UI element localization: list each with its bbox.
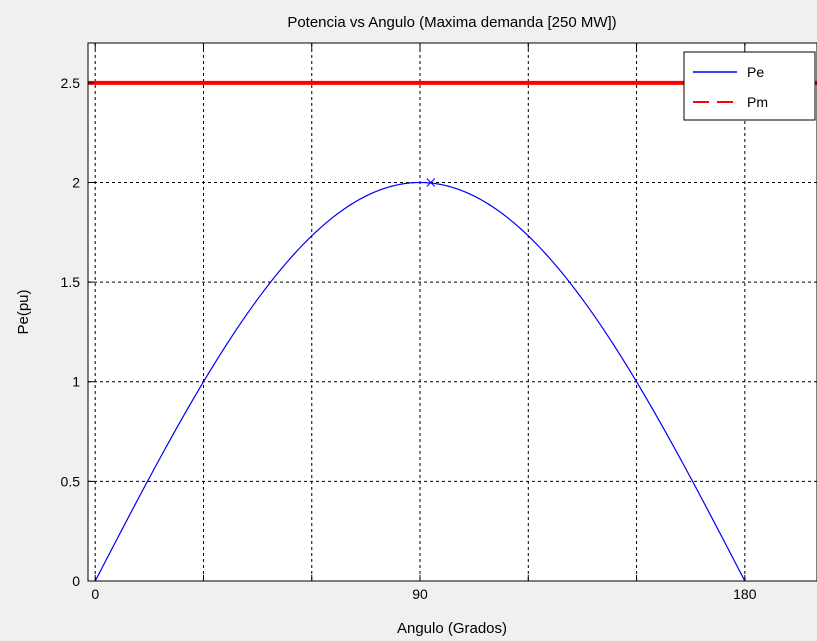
x-tick-label-0: 0 [91,586,99,602]
y-tick-label-1: 1 [72,374,80,390]
legend-box [683,51,816,121]
pe-max-marker [426,178,436,187]
legend: Pe Pm [683,51,816,121]
y-tick-label-0: 0 [72,573,80,589]
plot-area [88,43,817,581]
x-tick-label-90: 90 [412,586,428,602]
y-tick-label-0.5: 0.5 [61,473,81,489]
y-axis-label: Pe(pu) [15,289,32,334]
axes-layer: 0 90 180 0 0.5 1 1.5 2 2.5 [61,43,757,602]
y-tick-label-1.5: 1.5 [61,274,81,290]
pe-max-marker-stroke-b [426,178,436,187]
y-tick-label-2.5: 2.5 [61,75,81,91]
legend-label-pe: Pe [747,64,764,80]
x-tick-label-180: 180 [733,586,757,602]
plot-frame [87,42,817,582]
y-tick-label-2: 2 [72,174,80,190]
chart-title: Potencia vs Angulo (Maxima demanda [250 … [287,14,616,31]
series-line-pe [94,181,746,582]
x-axis-label: Angulo (Grados) [397,620,507,637]
legend-label-pm: Pm [747,94,768,110]
